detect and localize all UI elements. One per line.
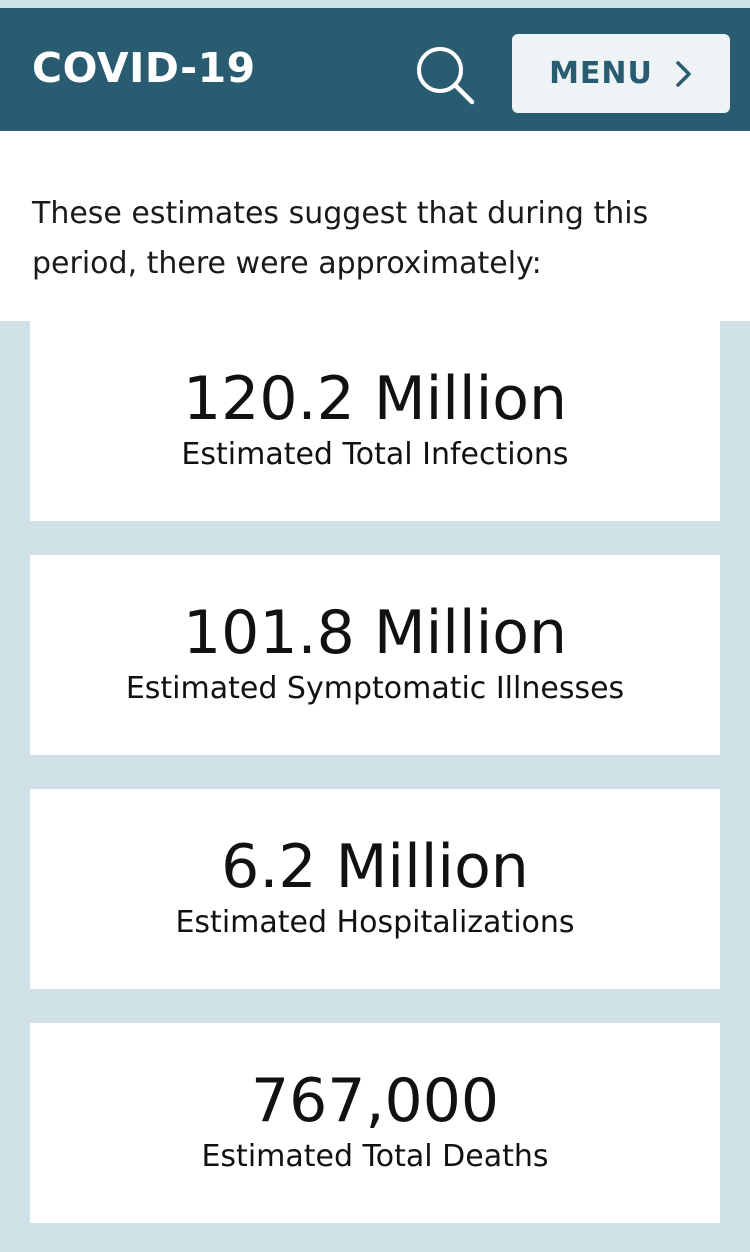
stat-card-deaths: 767,000 Estimated Total Deaths (30, 1023, 720, 1223)
stat-value: 120.2 Million (182, 364, 568, 434)
stat-value: 767,000 (250, 1066, 500, 1136)
menu-label: MENU (549, 56, 653, 91)
menu-button[interactable]: MENU (512, 34, 730, 113)
stat-label: Estimated Total Infections (181, 437, 569, 472)
top-strip (0, 0, 750, 8)
stat-card-infections: 120.2 Million Estimated Total Infections (30, 321, 720, 521)
stat-card-hospitalizations: 6.2 Million Estimated Hospitalizations (30, 789, 720, 989)
stat-label: Estimated Total Deaths (201, 1139, 549, 1174)
stat-label: Estimated Symptomatic Illnesses (125, 671, 625, 706)
chevron-right-icon (676, 60, 691, 87)
stat-card-illnesses: 101.8 Million Estimated Symptomatic Illn… (30, 555, 720, 755)
intro-text: These estimates suggest that during this… (32, 196, 649, 281)
estimates-panel: 120.2 Million Estimated Total Infections… (0, 321, 750, 1252)
search-button[interactable] (412, 42, 478, 108)
stat-label: Estimated Hospitalizations (175, 905, 575, 940)
stat-value: 6.2 Million (221, 832, 529, 902)
site-header: COVID-19 MENU (0, 8, 750, 131)
intro-section: These estimates suggest that during this… (0, 131, 750, 321)
site-title[interactable]: COVID-19 (32, 44, 256, 92)
stat-value: 101.8 Million (182, 598, 568, 668)
search-icon (417, 47, 475, 105)
